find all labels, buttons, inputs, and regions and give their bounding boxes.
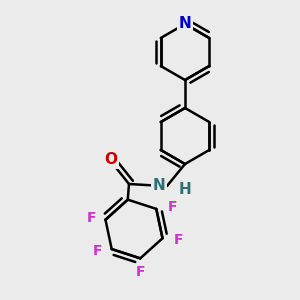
Text: N: N	[152, 178, 165, 194]
Text: F: F	[87, 211, 96, 225]
Text: F: F	[174, 233, 183, 247]
Text: O: O	[104, 152, 118, 167]
Text: N: N	[178, 16, 191, 32]
Text: H: H	[179, 182, 192, 197]
Text: F: F	[136, 265, 145, 279]
Text: F: F	[93, 244, 103, 258]
Text: F: F	[167, 200, 177, 214]
